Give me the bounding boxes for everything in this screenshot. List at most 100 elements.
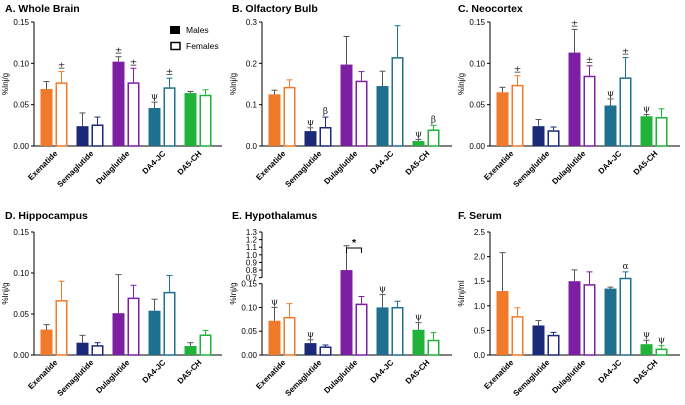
y-tick-label: 0.15 — [469, 18, 485, 27]
y-tick-label: 0.0 — [474, 351, 486, 360]
significance-asterisk: * — [352, 237, 357, 249]
bar-males-da4-jc — [148, 107, 161, 146]
y-tick-label: 0.7 — [246, 274, 258, 283]
x-tick-label: Dulaglutide — [550, 149, 588, 187]
x-tick-label: Semaglutide — [511, 149, 551, 189]
x-tick-label: Semaglutide — [55, 149, 95, 189]
bar-males-da4-jc — [376, 86, 389, 146]
significance-symbol: ± — [586, 56, 594, 66]
bar-females-da5-ch — [199, 334, 212, 356]
bar-males-da4-jc — [604, 288, 617, 355]
y-tick-label: 0.10 — [241, 303, 257, 312]
y-tick-label: 0.05 — [241, 327, 257, 336]
y-tick-label: 2.5 — [474, 228, 486, 237]
panel-olfactory-bulb: B. Olfactory Bulb %Inj/g 0.0 0.1 0.2 0.3 Exena… — [229, 3, 452, 189]
panel-serum: F. Serum %Inj/ml 0.0 0.5 1.0 1.5 2.0 2.5 Exenati… — [457, 210, 680, 398]
significance-symbol: ± — [571, 19, 579, 29]
bar-females-da4-jc — [619, 77, 632, 147]
y-tick-label: 0.00 — [13, 351, 29, 360]
bar-females-dulaglutide — [583, 284, 596, 356]
bar-females-da5-ch — [427, 129, 440, 147]
panel-title: B. Olfactory Bulb — [232, 3, 318, 15]
panel-hippocampus: D. Hippocampus %Inj/g 0.00 0.05 0.10 0.15 Exen… — [1, 210, 222, 398]
bar-males-da4-jc — [604, 105, 617, 146]
panel-title: D. Hippocampus — [5, 210, 88, 222]
bar-females-dulaglutide — [355, 303, 368, 356]
significance-symbol: ψ — [307, 118, 314, 128]
bar-males-exenatide — [268, 320, 281, 355]
y-axis-label: %Inj/g — [457, 73, 466, 95]
x-tick-label: DA4-JC — [597, 149, 624, 176]
significance-symbol: β — [323, 107, 328, 117]
bar-males-semaglutide — [304, 131, 317, 146]
significance-symbol: ± — [130, 58, 138, 68]
x-tick-label: DA5-CH — [176, 358, 204, 386]
bar-females-exenatide — [283, 86, 296, 147]
bar-males-da5-ch — [412, 329, 425, 355]
bar-females-da4-jc — [391, 306, 404, 356]
y-tick-label: 1.0 — [474, 302, 486, 311]
y-tick-label: 0.05 — [469, 101, 485, 110]
x-tick-label: Dulaglutide — [94, 358, 132, 396]
legend-swatch-males — [170, 26, 180, 34]
y-tick-label: 0.05 — [13, 310, 29, 319]
bar-females-da4-jc — [163, 291, 176, 356]
y-tick-label: 0.10 — [13, 59, 29, 68]
panel-title: C. Neocortex — [458, 3, 523, 15]
y-axis-label: %Inj/g — [229, 73, 238, 95]
significance-symbol: ψ — [658, 336, 665, 346]
bar-females-semaglutide — [91, 345, 104, 356]
y-tick-label: 0.15 — [13, 228, 29, 237]
bar-females-exenatide — [55, 300, 68, 356]
bar-females-da4-jc — [619, 277, 632, 356]
bar-males-exenatide — [496, 291, 509, 355]
bar-males-da5-ch — [640, 344, 653, 355]
x-tick-label: DA4-JC — [597, 358, 624, 385]
bar-females-dulaglutide — [583, 75, 596, 147]
bar-males-dulaglutide — [340, 270, 353, 355]
bar-males-dulaglutide — [340, 64, 353, 146]
bar-females-da5-ch — [655, 117, 668, 147]
bar-males-da4-jc — [376, 307, 389, 355]
bar-males-semaglutide — [304, 343, 317, 355]
y-tick-label: 1.1 — [246, 243, 258, 252]
y-tick-label: 0.10 — [469, 59, 485, 68]
significance-symbol: ψ — [607, 89, 614, 99]
bar-females-da5-ch — [655, 348, 668, 356]
bar-females-semaglutide — [91, 124, 104, 147]
bar-females-da4-jc — [391, 57, 404, 147]
significance-symbol: ± — [58, 62, 66, 72]
y-tick-label: 0.5 — [474, 326, 486, 335]
panel-hypothalamus: E. Hypothalamus %Inj/g 0.00 0.05 0.10 0.150.7… — [229, 210, 452, 398]
bar-females-exenatide — [55, 82, 68, 147]
significance-symbol: ± — [514, 66, 522, 76]
bar-females-da4-jc — [163, 87, 176, 147]
bar-males-exenatide — [40, 88, 53, 146]
y-tick-label: 0.2 — [246, 59, 258, 68]
x-tick-label: Dulaglutide — [550, 358, 588, 396]
y-axis-label: %Inj/ml — [457, 280, 466, 306]
y-tick-label: 0.00 — [241, 351, 257, 360]
x-tick-label: Semaglutide — [511, 358, 551, 398]
bar-males-semaglutide — [76, 342, 89, 355]
panel-title: E. Hypothalamus — [232, 210, 317, 222]
bar-females-semaglutide — [319, 126, 332, 147]
x-tick-label: DA4-JC — [369, 149, 396, 176]
bar-males-dulaglutide — [568, 281, 581, 355]
y-tick-label: 1.2 — [246, 236, 258, 245]
bar-females-semaglutide — [547, 334, 560, 356]
x-tick-label: DA4-JC — [369, 358, 396, 385]
x-tick-label: Exenatide — [254, 149, 287, 182]
bar-males-da5-ch — [184, 93, 197, 146]
x-tick-label: DA5-CH — [404, 358, 432, 386]
legend-label-males: Males — [186, 25, 209, 35]
y-tick-label: 0.15 — [13, 18, 29, 27]
significance-symbol: ψ — [415, 129, 422, 139]
significance-symbol: ψ — [415, 313, 422, 323]
x-tick-label: Exenatide — [254, 358, 287, 391]
y-tick-label: 0.00 — [13, 142, 29, 151]
y-tick-label: 1.3 — [246, 228, 258, 237]
significance-symbol: β — [431, 115, 436, 125]
bar-males-dulaglutide — [568, 52, 581, 146]
bar-males-exenatide — [40, 329, 53, 355]
